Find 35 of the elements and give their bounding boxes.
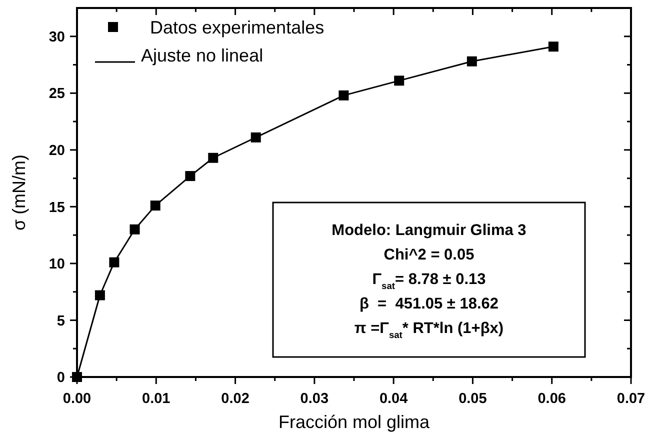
point <box>250 132 261 142</box>
point <box>94 290 105 300</box>
x-tick-label: 0.04 <box>379 391 408 407</box>
y-tick-label: 30 <box>48 29 65 46</box>
annotation: Modelo: Langmuir Glima 3 <box>332 222 527 239</box>
y-tick-label: 15 <box>48 200 65 216</box>
point <box>548 42 558 52</box>
point <box>109 257 120 268</box>
y-tick-label: 5 <box>56 313 65 330</box>
point <box>466 56 477 66</box>
x-tick-label: 0.07 <box>616 391 646 407</box>
y-tick-label: 20 <box>48 143 65 159</box>
x-tick-label: 0.05 <box>458 391 487 407</box>
y-tick-label: 0 <box>56 370 65 386</box>
annotation: Chi^2 = 0.05 <box>384 246 475 264</box>
y-axis-title: σ (mN/m) <box>9 154 29 231</box>
point <box>208 152 218 163</box>
annotation: π =Γ$_{sat}$* RT*ln (1+βx) <box>354 320 504 340</box>
x-tick-label: 0.03 <box>300 391 329 407</box>
legend-label: Ajuste no lineal <box>141 45 264 66</box>
annotation: Γ$_{sat}$= 8.78 ± 0.13 <box>372 270 486 291</box>
point <box>185 171 196 182</box>
annotation: β = 451.05 ± 18.62 <box>359 295 499 312</box>
y-tick-label: 10 <box>48 256 65 273</box>
x-axis-title: Fracción mol glima <box>278 412 431 432</box>
x-tick-label: 0.02 <box>221 391 250 407</box>
x-tick-label: 0.00 <box>62 391 92 407</box>
x-tick-label: 0.06 <box>538 391 566 407</box>
point <box>338 90 349 100</box>
point <box>130 224 140 234</box>
x-tick-label: 0.01 <box>142 391 170 407</box>
point <box>394 76 404 86</box>
y-tick-label: 25 <box>48 86 65 102</box>
legend-label: Datos experimentales <box>150 17 324 38</box>
point <box>150 200 160 211</box>
